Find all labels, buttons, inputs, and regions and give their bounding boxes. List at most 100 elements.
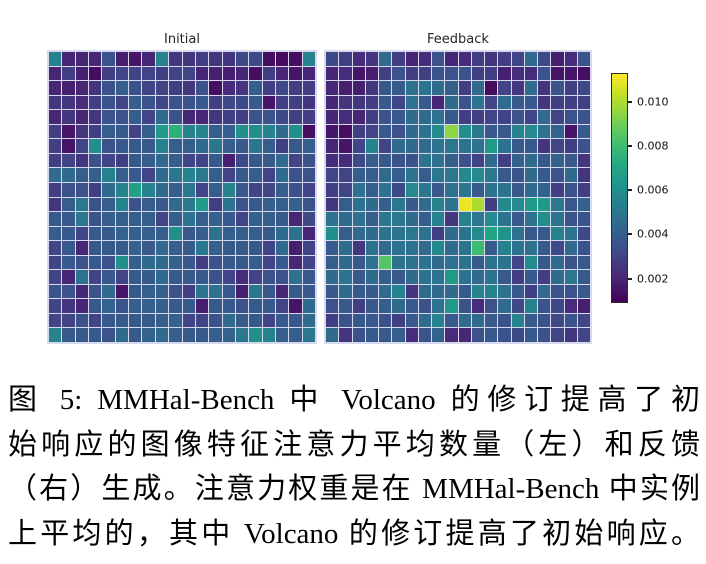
heatmap-cell [155,110,169,124]
colorbar-tick-label: 0.010 [637,95,669,109]
heatmap-cell [289,95,302,110]
heatmap-cell [62,81,75,95]
heatmap-cell [564,182,577,197]
heatmap-cell [129,95,142,110]
heatmap-cell [102,226,115,241]
heatmap-cell [485,139,498,153]
heatmap-cell [365,197,378,212]
heatmap-cell [379,226,392,241]
heatmap-cell [262,66,275,81]
heatmap-cell [129,81,142,95]
heatmap-cell [75,270,89,284]
heatmap-cell [289,197,302,212]
caption-line: （右）生成。注意力权重是在 MMHal-Bench 中实例 [8,473,700,505]
heatmap-cell [551,168,564,182]
heatmap-cell [115,139,129,153]
heatmap-cell [538,313,551,328]
heatmap-cell [458,81,471,95]
heatmap-cell [182,168,195,182]
heatmap-cell [432,299,445,313]
heatmap-cell [89,226,102,241]
heatmap-cell [102,299,115,313]
heatmap-cell [458,139,471,153]
heatmap-cell [485,124,498,139]
heatmap-cell [418,153,431,168]
heatmap-cell [275,212,289,226]
heatmap-cell [49,212,62,226]
heatmap-cell [418,81,431,95]
heatmap-cell [352,66,365,81]
heatmap-cell [326,124,339,139]
heatmap-cell [222,226,235,241]
heatmap-cell [392,197,405,212]
heatmap-cell [89,66,102,81]
heatmap-cell [262,255,275,270]
heatmap-cell [326,139,339,153]
heatmap-cell [209,197,222,212]
heatmap-cell [511,299,524,313]
heatmap-cell [379,110,392,124]
heatmap-cell [458,182,471,197]
heatmap-cell [471,313,484,328]
heatmap-cell [275,110,289,124]
heatmap-cell [129,52,142,66]
heatmap-cell [564,255,577,270]
heatmap-cell [49,255,62,270]
heatmap-cell [289,124,302,139]
heatmap-cell [302,124,315,139]
heatmap-cell [498,110,511,124]
heatmap-cell [365,95,378,110]
heatmap-cell [129,182,142,197]
heatmap-cell [485,226,498,241]
heatmap-cell [352,81,365,95]
heatmap-cell [365,168,378,182]
heatmap-cell [155,52,169,66]
heatmap-cell [577,284,590,299]
heatmap-cell [326,153,339,168]
heatmap-cell [524,328,537,342]
heatmap-cell [249,299,262,313]
heatmap-cell [339,270,352,284]
heatmap-cell [405,299,418,313]
heatmap-cell [302,153,315,168]
heatmap-cell [209,168,222,182]
heatmap-cell [352,110,365,124]
heatmap-cell [418,197,431,212]
heatmap-cell [551,284,564,299]
heatmap-cell [524,153,537,168]
heatmap-cell [405,212,418,226]
heatmap-cell [89,124,102,139]
heatmap-cell [62,197,75,212]
heatmap-cell [209,299,222,313]
heatmap-cell [115,110,129,124]
heatmap-cell [155,81,169,95]
heatmap-cell [129,139,142,153]
heatmap-cell [432,110,445,124]
heatmap-cell [182,139,195,153]
heatmap-cell [302,52,315,66]
heatmap-cell [75,153,89,168]
heatmap-cell [155,241,169,255]
heatmap-cell [339,299,352,313]
heatmap-cell [432,212,445,226]
heatmap-cell [564,124,577,139]
heatmap-cell [275,328,289,342]
heatmap-cell [498,168,511,182]
heatmap-cell [485,313,498,328]
heatmap-cell [155,226,169,241]
heatmap-cell [339,241,352,255]
heatmap-cell [235,124,249,139]
heatmap-cell [392,226,405,241]
heatmap-cell [49,299,62,313]
heatmap-cell [235,95,249,110]
heatmap-cell [551,52,564,66]
heatmap-cell [339,212,352,226]
heatmap-cell [365,241,378,255]
heatmap-cell [405,197,418,212]
heatmap-cell [222,328,235,342]
heatmap-cell [458,110,471,124]
heatmap-cell [524,197,537,212]
heatmap-cell [418,110,431,124]
heatmap-cell [249,313,262,328]
